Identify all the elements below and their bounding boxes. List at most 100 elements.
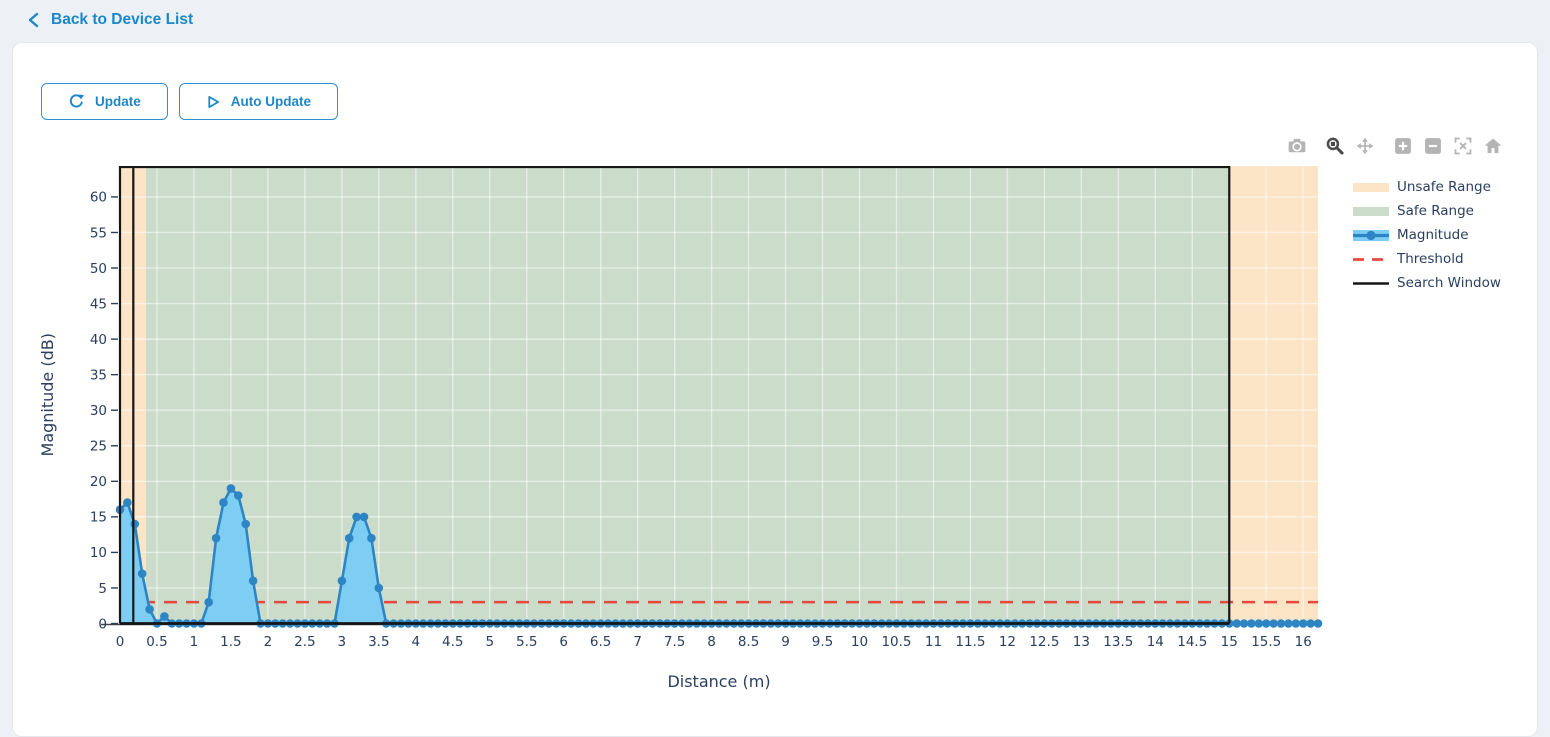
x-tick-label: 8 bbox=[707, 634, 716, 650]
top-bar: Back to Device List bbox=[0, 0, 1550, 40]
magnitude-marker bbox=[344, 533, 354, 543]
magnitude-marker bbox=[211, 533, 221, 543]
magnitude-marker bbox=[226, 484, 236, 493]
x-tick-label: 5 bbox=[485, 634, 494, 650]
magnitude-marker bbox=[137, 569, 147, 578]
legend-swatch bbox=[1353, 229, 1389, 241]
x-tick-label: 10 bbox=[851, 634, 868, 650]
modebar-reset-home-button[interactable] bbox=[1482, 135, 1504, 157]
refresh-icon bbox=[69, 94, 85, 108]
y-tick-label: 40 bbox=[90, 332, 107, 348]
autoscale-icon bbox=[1454, 137, 1472, 155]
y-tick-label: 60 bbox=[90, 190, 107, 206]
x-tick-label: 4 bbox=[412, 634, 421, 650]
back-link-label: Back to Device List bbox=[51, 11, 194, 28]
magnitude-chart-container: 0 5 10 15 20 25 30 35 40 45 50 55 60 0 0.5 1 1.5 2 2.5 3 3.5… bbox=[13, 131, 1539, 728]
zoom-out-icon bbox=[1425, 138, 1441, 154]
update-button[interactable]: Update bbox=[41, 83, 168, 120]
magnitude-marker bbox=[219, 498, 228, 507]
pan-arrows-icon bbox=[1356, 137, 1374, 155]
y-axis-title: Magnitude (dB) bbox=[38, 333, 57, 456]
chart-toolbar: Update Auto Update bbox=[41, 83, 339, 120]
region-safe-range bbox=[145, 166, 1230, 624]
legend-item-magnitude[interactable]: Magnitude bbox=[1353, 223, 1501, 247]
x-tick-label: 2 bbox=[264, 634, 273, 650]
x-tick-label: 9 bbox=[781, 634, 790, 650]
x-tick-label: 13 bbox=[1073, 634, 1090, 650]
modebar-zoom-out-button[interactable] bbox=[1422, 135, 1444, 157]
y-tick-label: 10 bbox=[90, 545, 107, 561]
magnitude-marker bbox=[374, 583, 384, 593]
auto-update-button-label: Auto Update bbox=[230, 94, 312, 109]
magnitude-marker bbox=[1269, 619, 1278, 628]
x-tick-label: 9.5 bbox=[812, 634, 833, 650]
legend-label: Threshold bbox=[1397, 251, 1464, 267]
magnitude-marker bbox=[160, 612, 169, 621]
x-tick-label: 14.5 bbox=[1177, 634, 1207, 650]
x-tick-label: 8.5 bbox=[738, 634, 759, 650]
magnitude-marker bbox=[367, 533, 376, 543]
x-tick-label: 0 bbox=[116, 634, 125, 650]
x-tick-label: 1 bbox=[190, 634, 199, 650]
x-tick-label: 0.5 bbox=[146, 634, 167, 650]
magnitude-marker bbox=[234, 491, 243, 500]
legend-item-search-window[interactable]: Search Window bbox=[1353, 271, 1501, 295]
magnitude-marker bbox=[1254, 619, 1264, 628]
x-tick-label: 4.5 bbox=[442, 634, 463, 650]
x-tick-label: 7.5 bbox=[664, 634, 685, 650]
search-window-outline bbox=[118, 165, 1231, 624]
back-to-device-list-link[interactable]: Back to Device List bbox=[28, 11, 193, 29]
x-tick-label: 11 bbox=[925, 634, 942, 650]
magnitude-marker bbox=[1284, 619, 1293, 628]
magnitude-marker bbox=[145, 605, 154, 614]
magnitude-marker bbox=[123, 498, 132, 507]
x-tick-label: 6.5 bbox=[590, 634, 611, 650]
legend-swatch bbox=[1353, 206, 1389, 216]
legend-swatch bbox=[1353, 281, 1389, 285]
zoom-in-icon bbox=[1395, 138, 1411, 154]
modebar-zoom-in-button[interactable] bbox=[1392, 135, 1414, 157]
chevron-left-icon bbox=[28, 12, 39, 28]
modebar-zoom-button[interactable] bbox=[1324, 135, 1346, 157]
legend-label: Safe Range bbox=[1397, 203, 1474, 219]
x-tick-label: 3 bbox=[338, 634, 347, 650]
magnitude-marker bbox=[1298, 619, 1308, 628]
modebar-pan-button[interactable] bbox=[1354, 135, 1376, 157]
x-tick-label: 12 bbox=[999, 634, 1016, 650]
legend-item-unsafe-range[interactable]: Unsafe Range bbox=[1353, 175, 1501, 199]
magnitude-marker bbox=[1239, 619, 1249, 628]
magnifier-icon bbox=[1326, 137, 1344, 155]
magnitude-marker bbox=[130, 519, 140, 529]
x-tick-label: 7 bbox=[633, 634, 642, 650]
x-tick-label: 11.5 bbox=[955, 634, 985, 650]
x-tick-label: 12.5 bbox=[1029, 634, 1059, 650]
magnitude-marker bbox=[1247, 619, 1256, 628]
y-tick-label: 55 bbox=[90, 225, 107, 241]
chart-legend: Unsafe Range Safe Range Magnitude Threshol… bbox=[1353, 175, 1501, 295]
x-tick-label: 15 bbox=[1221, 634, 1238, 650]
modebar-autoscale-button[interactable] bbox=[1452, 135, 1474, 157]
legend-label: Magnitude bbox=[1397, 227, 1469, 243]
magnitude-marker bbox=[1276, 619, 1286, 628]
y-tick-label: 30 bbox=[90, 403, 107, 419]
modebar-camera-button[interactable] bbox=[1286, 135, 1308, 157]
legend-label: Search Window bbox=[1397, 275, 1501, 291]
x-tick-label: 14 bbox=[1147, 634, 1164, 650]
legend-label: Unsafe Range bbox=[1397, 179, 1491, 195]
magnitude-marker bbox=[1225, 619, 1234, 628]
y-tick-label: 0 bbox=[98, 616, 107, 632]
legend-item-safe-range[interactable]: Safe Range bbox=[1353, 199, 1501, 223]
legend-item-threshold[interactable]: Threshold bbox=[1353, 247, 1501, 271]
y-tick-label: 15 bbox=[90, 510, 107, 526]
x-tick-label: 10.5 bbox=[881, 634, 911, 650]
magnitude-marker bbox=[248, 576, 258, 586]
x-tick-label: 2.5 bbox=[294, 634, 315, 650]
magnitude-marker bbox=[1306, 619, 1315, 628]
auto-update-button[interactable]: Auto Update bbox=[178, 83, 339, 120]
magnitude-marker bbox=[241, 519, 250, 529]
y-tick-label: 50 bbox=[90, 261, 107, 277]
y-tick-label: 5 bbox=[98, 581, 107, 597]
y-tick-label: 45 bbox=[90, 296, 107, 312]
y-tick-label: 20 bbox=[90, 474, 107, 490]
